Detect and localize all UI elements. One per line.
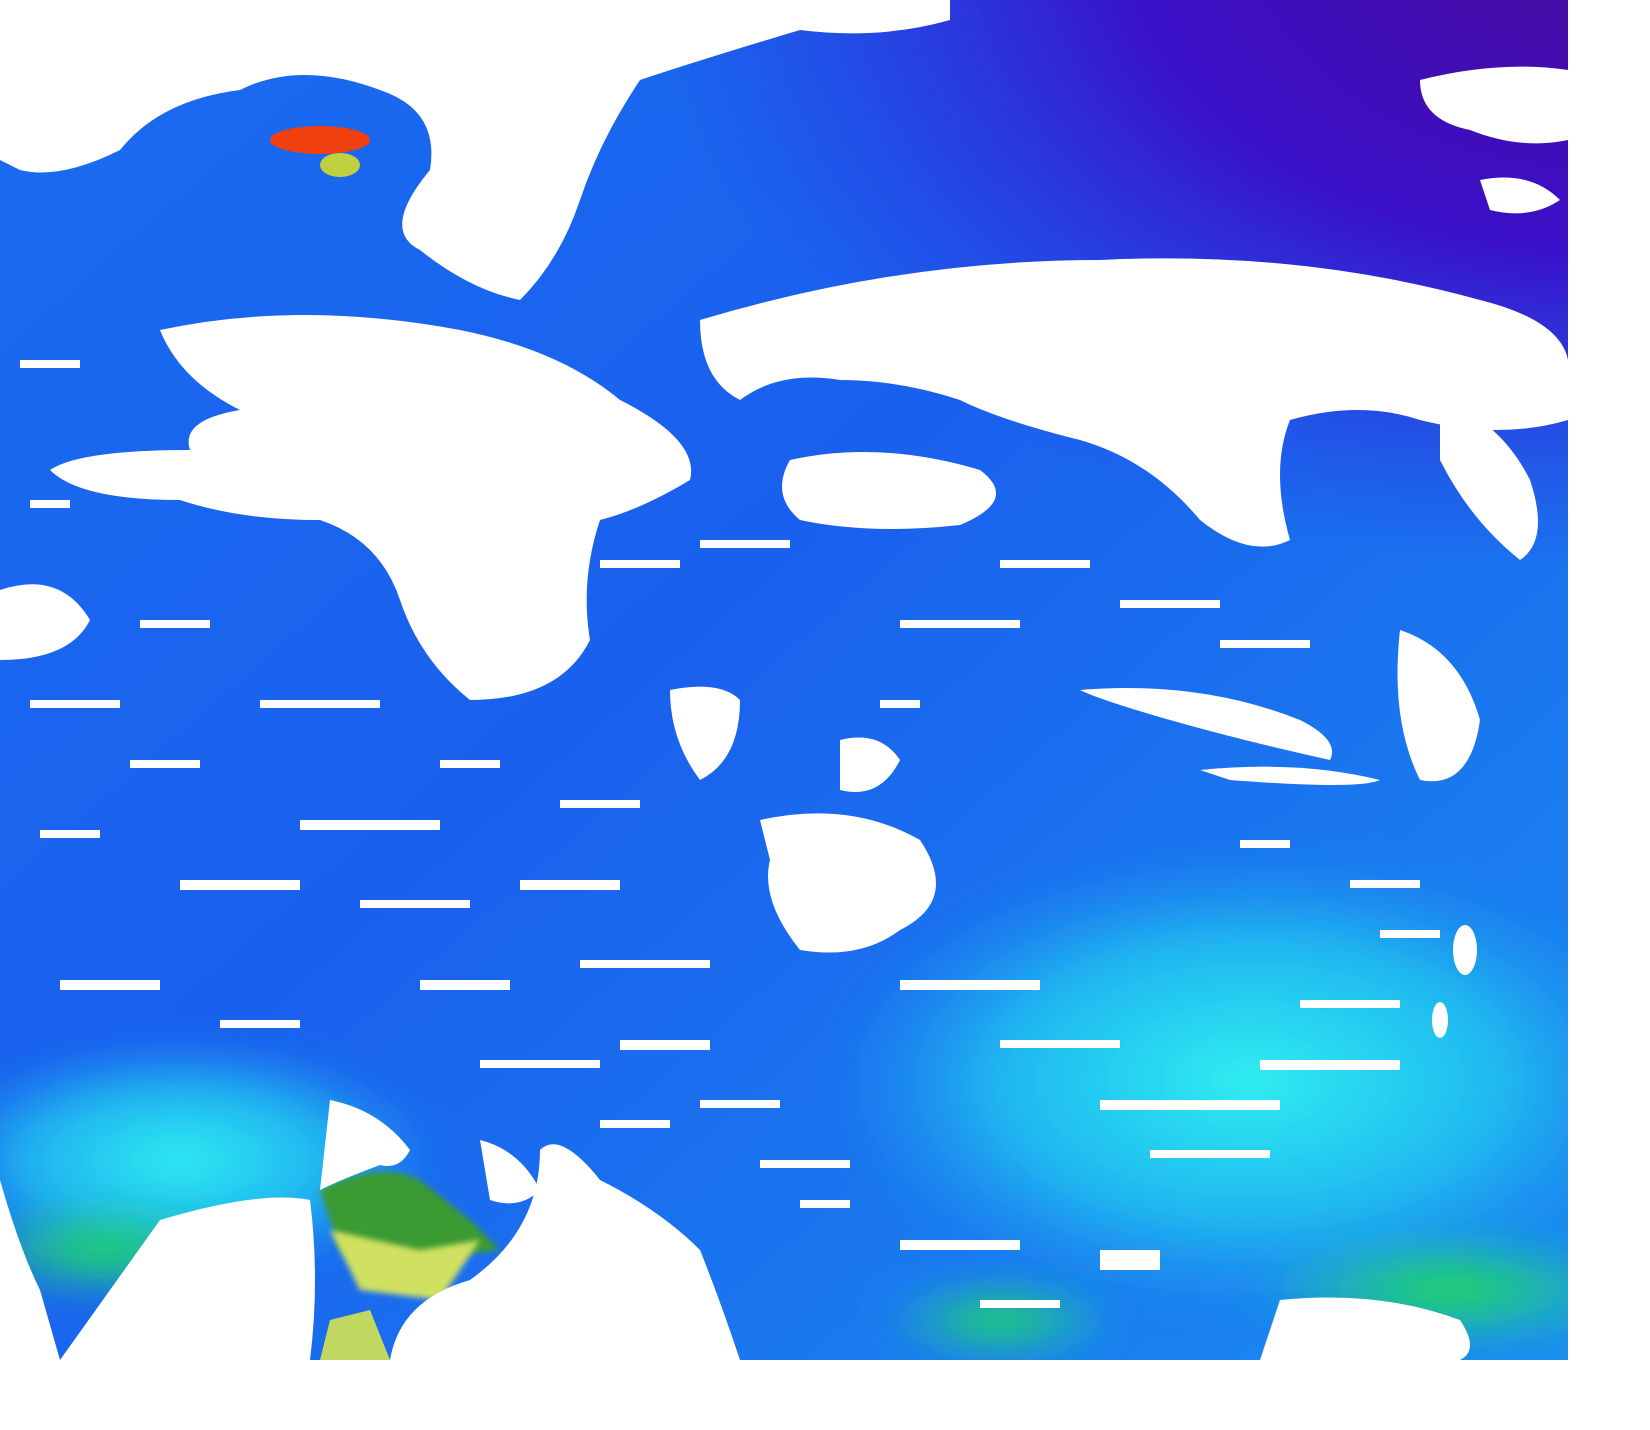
cloud-speckle bbox=[20, 360, 1440, 1308]
imagery bbox=[0, 0, 1568, 1360]
coastal-bloom bbox=[330, 1230, 480, 1300]
cloud-mask bbox=[0, 0, 1568, 1360]
coastal-bloom bbox=[320, 1310, 390, 1360]
bloom bbox=[320, 153, 360, 177]
shelf-water bbox=[830, 850, 1568, 1310]
coastal-water bbox=[880, 1280, 1120, 1360]
bloom bbox=[270, 126, 370, 154]
